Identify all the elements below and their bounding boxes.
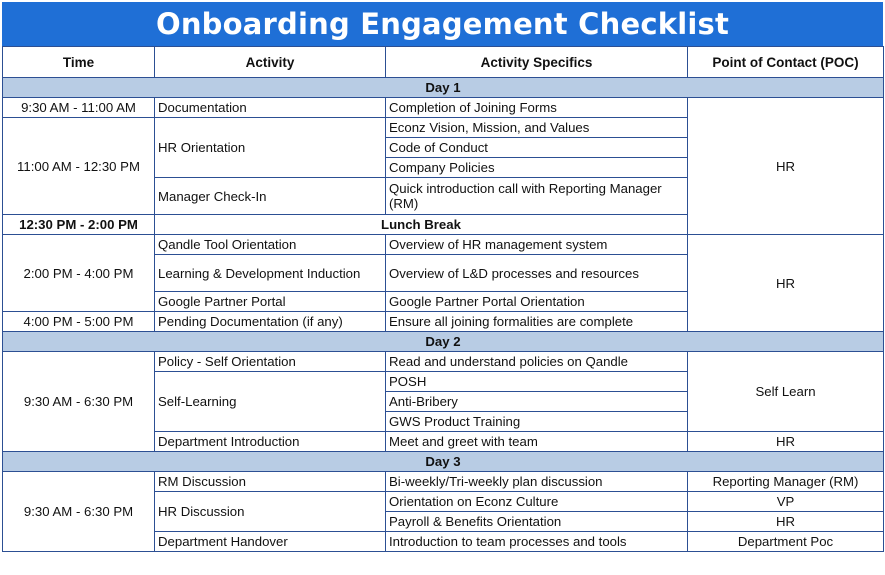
day-label: Day 3 (2, 451, 884, 472)
time-cell: 2:00 PM - 4:00 PM (2, 234, 155, 312)
activity-cell: Policy - Self Orientation (154, 351, 386, 372)
specifics-cell: Google Partner Portal Orientation (385, 291, 688, 312)
day-band-3: Day 3 (2, 451, 884, 472)
specifics-cell: Overview of HR management system (385, 234, 688, 255)
table-row: Department Introduction Meet and greet w… (3, 431, 884, 452)
header-poc: Point of Contact (POC) (687, 46, 884, 78)
table-row: Google Partner Portal Google Partner Por… (3, 291, 884, 312)
table-row: 9:30 AM - 11:00 AM Documentation Complet… (2, 97, 884, 235)
specifics-cell: Completion of Joining Forms (385, 97, 688, 118)
checklist-table: Time Activity Activity Specifics Point o… (2, 46, 884, 552)
specifics-cell: Company Policies (385, 157, 688, 178)
table-row: 9:30 AM - 6:30 PM Policy - Self Orientat… (2, 351, 884, 452)
header-time: Time (2, 46, 155, 78)
table-row: Company Policies (3, 157, 884, 178)
time-cell: 9:30 AM - 6:30 PM (2, 471, 155, 552)
table-row: Payroll & Benefits Orientation HR (3, 511, 884, 532)
activity-cell: Manager Check-In (154, 177, 386, 215)
poc-cell: VP (687, 491, 884, 512)
day-band-1: Day 1 (2, 77, 884, 98)
table-row: Department Handover Introduction to team… (3, 531, 884, 552)
poc-cell: Self Learn (687, 351, 884, 432)
activity-cell: HR Orientation (154, 117, 386, 178)
poc-cell: Reporting Manager (RM) (687, 471, 884, 492)
activity-cell: Pending Documentation (if any) (154, 311, 386, 332)
day-band-2: Day 2 (2, 331, 884, 352)
header-row: Time Activity Activity Specifics Point o… (2, 46, 884, 78)
specifics-cell: Orientation on Econz Culture (385, 491, 688, 512)
table-row: 2:00 PM - 4:00 PM Qandle Tool Orientatio… (2, 234, 884, 332)
specifics-cell: Ensure all joining formalities are compl… (385, 311, 688, 332)
poc-cell: Department Poc (687, 531, 884, 552)
time-cell: 11:00 AM - 12:30 PM (2, 117, 155, 215)
time-cell: 9:30 AM - 6:30 PM (2, 351, 155, 452)
table-row: 9:30 AM - 6:30 PM RM Discussion Bi-weekl… (2, 471, 884, 552)
activity-cell: HR Discussion (154, 491, 386, 532)
activity-cell: Department Introduction (154, 431, 386, 452)
specifics-cell: Quick introduction call with Reporting M… (385, 177, 688, 215)
activity-cell: Documentation (154, 97, 386, 118)
header-activity-specifics: Activity Specifics (385, 46, 688, 78)
time-cell: 9:30 AM - 11:00 AM (2, 97, 155, 118)
time-cell: 4:00 PM - 5:00 PM (2, 311, 155, 332)
lunch-time: 12:30 PM - 2:00 PM (2, 214, 155, 235)
specifics-cell: Meet and greet with team (385, 431, 688, 452)
activity-cell: Department Handover (154, 531, 386, 552)
table-row: 11:00 AM - 12:30 PM HR Orientation Econz… (2, 117, 884, 215)
specifics-cell: Payroll & Benefits Orientation (385, 511, 688, 532)
poc-cell: HR (687, 97, 884, 235)
specifics-cell: Code of Conduct (385, 137, 688, 158)
specifics-cell: GWS Product Training (385, 411, 688, 432)
table-row: Manager Check-In Quick introduction call… (3, 177, 884, 215)
activity-cell: Learning & Development Induction (154, 254, 386, 292)
header-activity: Activity (154, 46, 386, 78)
page-title: Onboarding Engagement Checklist (2, 2, 883, 46)
table-row: Self-Learning POSH (3, 371, 884, 432)
table-row: Learning & Development Induction Overvie… (3, 254, 884, 292)
specifics-cell: Econz Vision, Mission, and Values (385, 117, 688, 138)
activity-cell: RM Discussion (154, 471, 386, 492)
day-label: Day 2 (2, 331, 884, 352)
specifics-cell: Anti-Bribery (385, 391, 688, 412)
specifics-cell: Read and understand policies on Qandle (385, 351, 688, 372)
poc-cell: HR (687, 431, 884, 452)
day-label: Day 1 (2, 77, 884, 98)
activity-cell: Qandle Tool Orientation (154, 234, 386, 255)
poc-cell: HR (687, 234, 884, 332)
lunch-label: Lunch Break (154, 214, 688, 235)
activity-cell: Google Partner Portal (154, 291, 386, 312)
specifics-cell: Overview of L&D processes and resources (385, 254, 688, 292)
specifics-cell: POSH (385, 371, 688, 392)
activity-cell: Self-Learning (154, 371, 386, 432)
poc-cell: HR (687, 511, 884, 532)
table-row: 4:00 PM - 5:00 PM Pending Documentation … (2, 311, 884, 332)
specifics-cell: Introduction to team processes and tools (385, 531, 688, 552)
specifics-cell: Bi-weekly/Tri-weekly plan discussion (385, 471, 688, 492)
